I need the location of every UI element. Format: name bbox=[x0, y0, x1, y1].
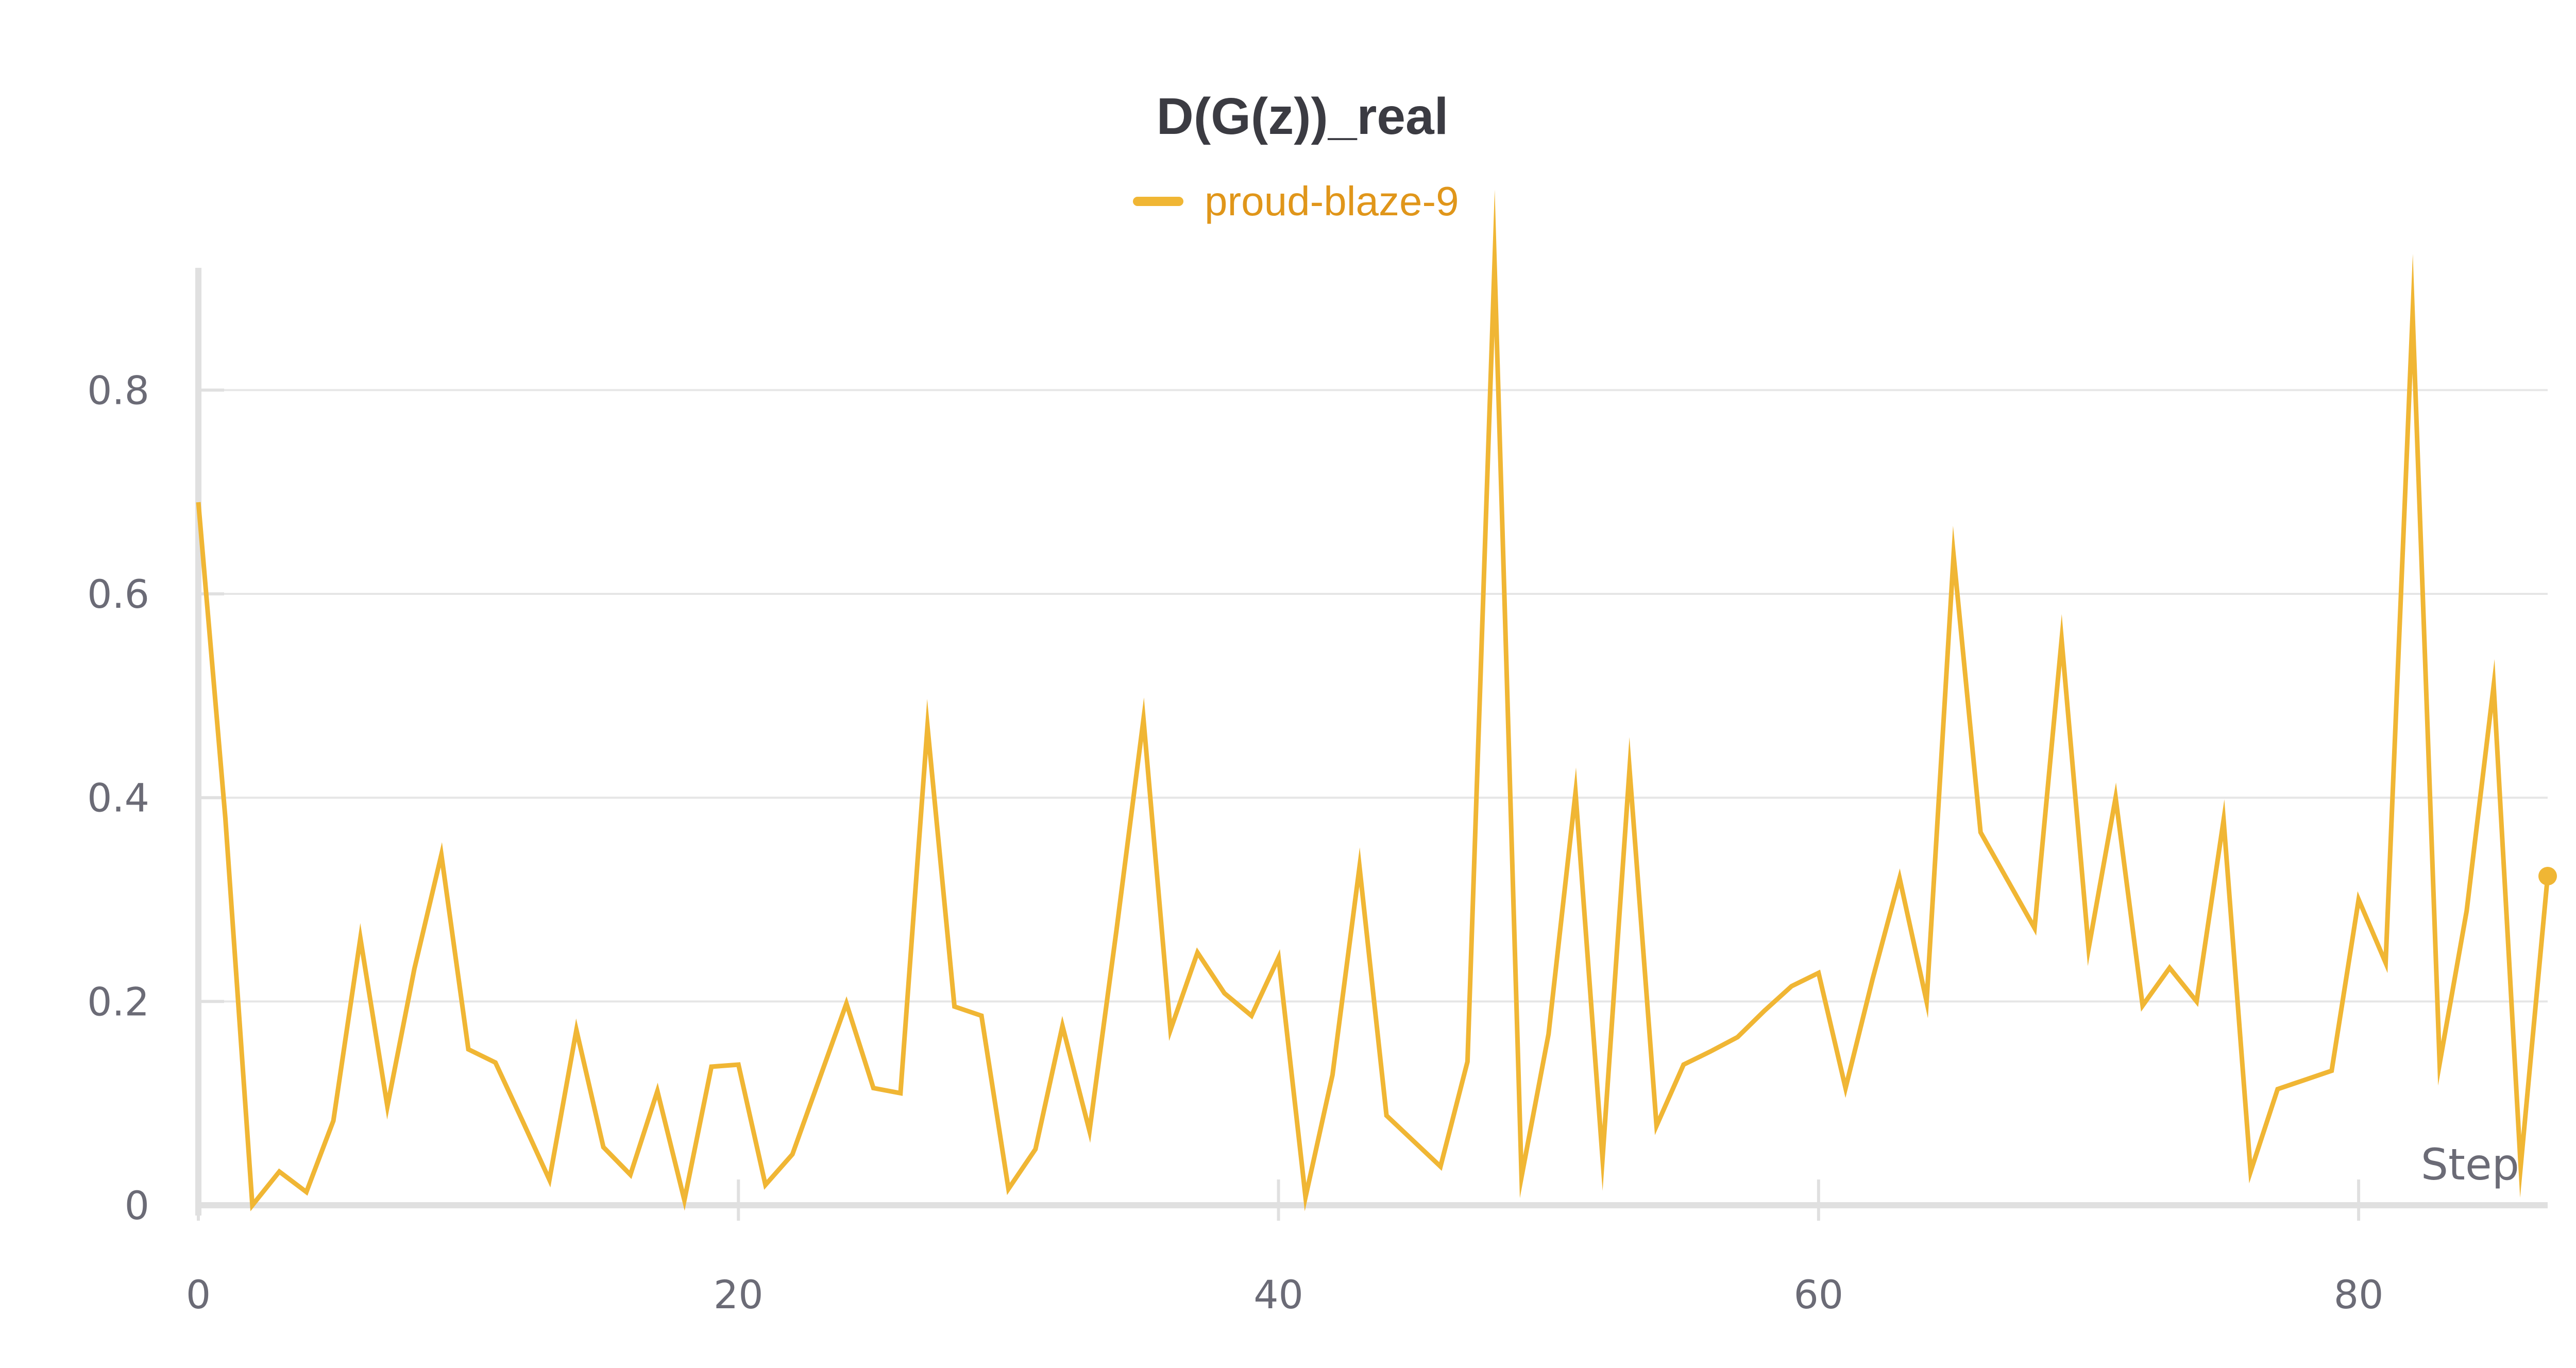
y-tick-label: 0.6 bbox=[87, 571, 149, 617]
x-tick-label: 20 bbox=[714, 1272, 764, 1318]
grid-lines bbox=[198, 389, 2548, 1003]
x-tick-label: 80 bbox=[2334, 1272, 2384, 1318]
chart-title: D(G(z))_real bbox=[1157, 88, 1449, 145]
x-tick-label: 40 bbox=[1253, 1272, 1303, 1318]
legend-label: proud-blaze-9 bbox=[1205, 178, 1459, 224]
y-tick-label: 0.2 bbox=[87, 979, 149, 1024]
y-tick-label: 0.4 bbox=[87, 775, 149, 821]
y-tick-label: 0 bbox=[125, 1183, 149, 1228]
x-axis-label: Step bbox=[2421, 1139, 2519, 1190]
tick-labels: 0 0.2 0.4 0.6 0.8 0 20 40 60 80 bbox=[87, 367, 2383, 1318]
x-tick-label: 0 bbox=[186, 1272, 211, 1318]
x-tick-label: 60 bbox=[1793, 1272, 1843, 1318]
legend[interactable]: proud-blaze-9 bbox=[1133, 178, 1459, 224]
series-end-point[interactable] bbox=[2538, 867, 2557, 886]
y-tick-label: 0.8 bbox=[87, 367, 149, 413]
series-layer[interactable] bbox=[196, 190, 2557, 1211]
series-line[interactable] bbox=[196, 190, 2550, 1211]
axes bbox=[195, 268, 2548, 1221]
